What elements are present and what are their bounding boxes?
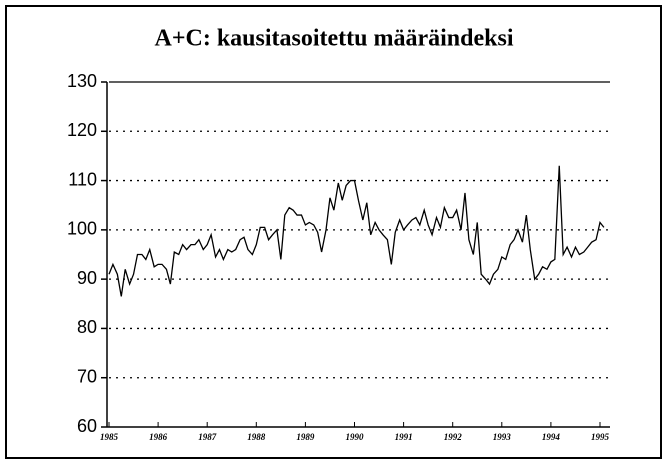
y-tick-label: 120 <box>67 120 97 140</box>
x-tick-label: 1987 <box>198 432 217 442</box>
y-tick-label: 90 <box>77 268 97 288</box>
x-tick-label: 1986 <box>149 432 168 442</box>
x-tick-label: 1991 <box>395 432 413 442</box>
x-tick-label: 1992 <box>444 432 463 442</box>
frame <box>5 5 662 459</box>
x-tick-label: 1988 <box>247 432 266 442</box>
x-tick-label: 1995 <box>591 432 610 442</box>
x-tick-label: 1994 <box>542 432 561 442</box>
y-tick-label: 110 <box>68 169 97 189</box>
y-tick-label: 130 <box>67 71 97 91</box>
chart-title: A+C: kausitasoitettu määräindeksi <box>154 26 513 52</box>
line-series <box>108 165 605 297</box>
y-tick-label: 70 <box>77 366 97 386</box>
y-tick-label: 80 <box>77 317 97 337</box>
x-tick-label: 1985 <box>100 432 119 442</box>
x-tick-label: 1993 <box>493 432 512 442</box>
y-tick-label: 60 <box>77 416 97 436</box>
x-tick-label: 1990 <box>346 432 365 442</box>
x-tick-label: 1989 <box>296 432 315 442</box>
y-tick-label: 100 <box>67 219 97 239</box>
